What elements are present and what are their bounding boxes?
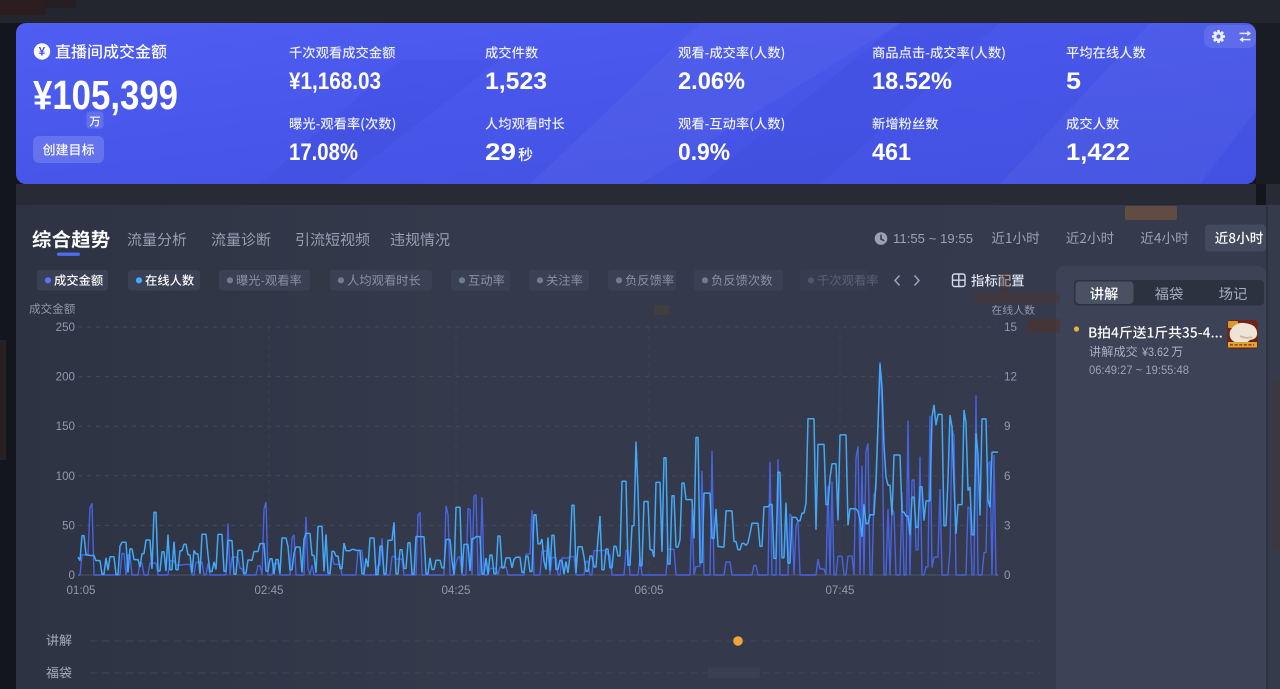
svg-text:¥1,168.03: ¥1,168.03 <box>289 68 381 95</box>
svg-text:0: 0 <box>69 569 75 582</box>
svg-text:11:55 ~ 19:55: 11:55 ~ 19:55 <box>893 231 973 246</box>
svg-text:2.06%: 2.06% <box>678 68 745 95</box>
svg-text:150: 150 <box>56 420 75 433</box>
svg-text:06:49:27 ~ 19:55:48: 06:49:27 ~ 19:55:48 <box>1089 363 1189 377</box>
svg-text:0: 0 <box>1004 569 1010 582</box>
svg-text:9: 9 <box>1004 420 1010 433</box>
svg-text:461: 461 <box>872 139 911 166</box>
svg-text:0.9%: 0.9% <box>678 139 730 166</box>
svg-text:1,523: 1,523 <box>485 68 547 95</box>
svg-text:04:25: 04:25 <box>441 584 470 597</box>
svg-text:15: 15 <box>1004 321 1017 334</box>
svg-text:¥3.62: ¥3.62 <box>1141 345 1169 359</box>
svg-text:3: 3 <box>1004 519 1010 532</box>
svg-text:01:05: 01:05 <box>66 584 95 597</box>
svg-text:1,422: 1,422 <box>1066 139 1130 166</box>
svg-text:250: 250 <box>56 321 75 334</box>
svg-text:¥105,399: ¥105,399 <box>33 72 178 118</box>
svg-text:18.52%: 18.52% <box>872 68 952 95</box>
svg-text:200: 200 <box>56 371 75 384</box>
svg-text:06:05: 06:05 <box>634 584 663 597</box>
svg-text:02:45: 02:45 <box>254 584 283 597</box>
svg-text:12: 12 <box>1004 371 1017 384</box>
svg-text:17.08%: 17.08% <box>289 139 358 166</box>
svg-text:07:45: 07:45 <box>825 584 854 597</box>
svg-text:6: 6 <box>1004 470 1010 483</box>
svg-text:100: 100 <box>56 470 75 483</box>
svg-text:50: 50 <box>62 519 75 532</box>
svg-text:¥: ¥ <box>39 47 46 59</box>
svg-text:5: 5 <box>1066 68 1081 95</box>
svg-text:29: 29 <box>485 139 516 166</box>
